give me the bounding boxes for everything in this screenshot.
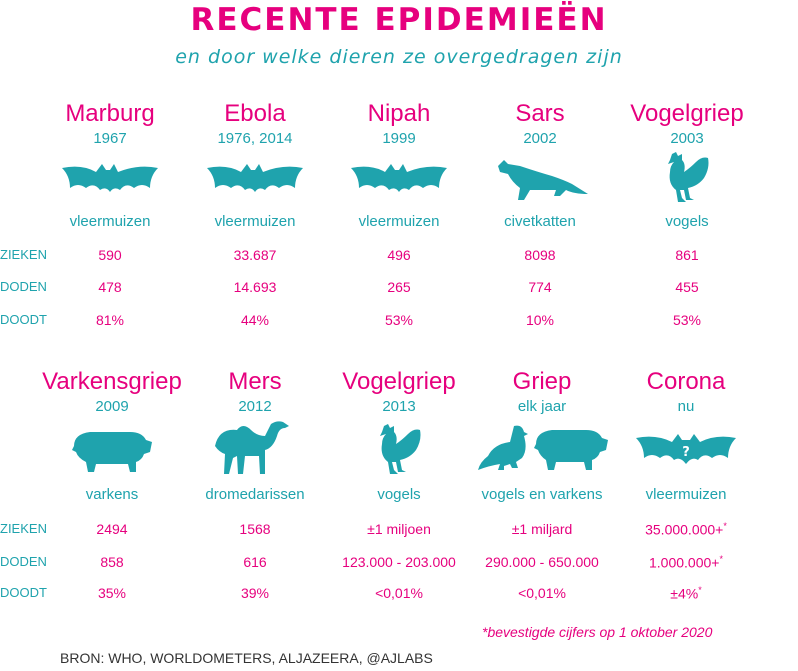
row-label-sick: ZIEKEN — [0, 247, 47, 262]
fatality-rate: <0,01% — [518, 585, 566, 601]
sick-count: 2494 — [96, 521, 128, 537]
civet-icon — [498, 160, 588, 200]
source-credit: BRON: WHO, WORLDOMETERS, ALJAZEERA, @AJL… — [60, 650, 433, 666]
death-count: 14.693 — [233, 279, 277, 295]
footnote-mark: * — [723, 521, 727, 531]
epidemic-name: Nipah — [367, 100, 431, 127]
death-count: 478 — [98, 279, 122, 295]
epidemic-year: elk jaar — [517, 398, 567, 415]
sick-count: 33.687 — [233, 247, 277, 263]
epidemic-name: Vogelgriep — [630, 100, 744, 127]
epidemic-card: Sars 2002 civetkatten 8098 774 10% — [470, 100, 610, 328]
epidemic-year: 2012 — [238, 398, 272, 415]
sick-count: 590 — [98, 247, 122, 263]
death-count: 265 — [387, 279, 411, 295]
epidemic-name: Ebola — [224, 100, 286, 127]
epidemic-year: 2013 — [382, 398, 416, 415]
fatality-rate: 10% — [525, 312, 555, 328]
fatality-rate: 39% — [240, 585, 270, 601]
epidemic-year: 1967 — [93, 130, 127, 147]
row-label-dead: DODEN — [0, 279, 47, 294]
fatality-rate: <0,01% — [375, 585, 423, 601]
host-animal: vogels — [665, 213, 709, 230]
bat-icon — [207, 164, 303, 192]
epidemic-name: Mers — [228, 368, 282, 395]
sick-count: 8098 — [524, 247, 556, 263]
row-label-dead: DODEN — [0, 554, 47, 569]
death-count: 290.000 - 650.000 — [485, 554, 599, 570]
fatality-rate: ±4%* — [616, 585, 756, 602]
row-label-fatality: DOODT — [0, 585, 47, 600]
epidemic-year: 1976, 2014 — [217, 130, 293, 147]
bat-icon — [62, 164, 158, 192]
bat-icon — [351, 164, 447, 192]
death-value: 1.000.000+ — [649, 554, 720, 571]
epidemic-year: 2003 — [670, 130, 704, 147]
epidemic-name: Corona — [646, 368, 726, 395]
epidemic-name: Varkensgriep — [42, 368, 182, 395]
epidemic-year: 1999 — [382, 130, 416, 147]
host-animal: vogels — [377, 486, 421, 503]
footnote: *bevestigde cijfers op 1 oktober 2020 — [482, 624, 713, 640]
epidemic-name: Sars — [515, 100, 565, 127]
host-animal: vleermuizen — [69, 213, 151, 230]
footnote-mark: * — [698, 585, 702, 595]
death-count: 1.000.000+* — [616, 554, 756, 571]
epidemic-card: Corona nu ? vleermuizen 35.000.000+* 1.0… — [616, 368, 756, 602]
epidemic-card: Vogelgriep 2013 vogels ±1 miljoen 123.00… — [329, 368, 469, 601]
pig-icon — [72, 432, 152, 472]
host-animal: vleermuizen — [358, 213, 440, 230]
sick-count: ±1 miljoen — [367, 521, 431, 537]
death-count: 123.000 - 203.000 — [342, 554, 456, 570]
fatality-value: ±4% — [670, 585, 699, 602]
death-count: 774 — [528, 279, 552, 295]
host-animal: vleermuizen — [214, 213, 296, 230]
host-animal: varkens — [85, 486, 139, 503]
rooster-icon — [380, 424, 421, 474]
epidemic-card: Mers 2012 dromedarissen 1568 616 39% — [185, 368, 325, 601]
sick-value: 35.000.000+ — [645, 521, 724, 538]
fatality-rate: 53% — [384, 312, 414, 328]
epidemic-card: Vogelgriep 2003 vogels 861 455 53% — [617, 100, 757, 328]
svg-text:?: ? — [682, 445, 690, 460]
epidemic-card: Marburg 1967 vleermuizen 590 478 81% — [40, 100, 180, 328]
pigeon-and-pig-icon — [478, 425, 608, 470]
death-count: 455 — [675, 279, 699, 295]
camel-icon — [215, 421, 289, 474]
page-subtitle: en door welke dieren ze overgedragen zij… — [175, 46, 623, 68]
epidemic-row-2: ZIEKEN DODEN DOODT Varkensgriep 2009 var… — [0, 368, 798, 628]
footnote-mark: * — [719, 554, 723, 564]
epidemic-name: Marburg — [65, 100, 155, 127]
fatality-rate: 81% — [95, 312, 125, 328]
epidemic-row-1: ZIEKEN DODEN DOODT Marburg 1967 vleermui… — [0, 100, 798, 360]
epidemic-name: Vogelgriep — [342, 368, 456, 395]
fatality-rate: 44% — [240, 312, 270, 328]
rooster-icon — [668, 152, 709, 202]
row-label-sick: ZIEKEN — [0, 521, 47, 536]
row-label-fatality: DOODT — [0, 312, 47, 327]
epidemic-year: 2002 — [523, 130, 557, 147]
death-count: 858 — [100, 554, 124, 570]
sick-count: 861 — [675, 247, 699, 263]
epidemic-name: Griep — [512, 368, 572, 395]
bat-question-icon: ? — [636, 434, 736, 464]
epidemic-card: Nipah 1999 vleermuizen 496 265 53% — [329, 100, 469, 328]
epidemic-year: nu — [677, 398, 695, 415]
page-title: RECENTE EPIDEMIEËN — [190, 2, 608, 38]
sick-count: 496 — [387, 247, 411, 263]
sick-count: ±1 miljard — [511, 521, 573, 537]
host-animal: vleermuizen — [645, 486, 727, 503]
sick-count: 1568 — [239, 521, 271, 537]
sick-count: 35.000.000+* — [616, 521, 756, 538]
epidemic-card: Griep elk jaar vogels en varkens ±1 milj… — [472, 368, 612, 601]
epidemic-year: 2009 — [95, 398, 129, 415]
fatality-rate: 53% — [672, 312, 702, 328]
host-animal: vogels en varkens — [481, 486, 603, 503]
fatality-rate: 35% — [97, 585, 127, 601]
host-animal: dromedarissen — [205, 486, 305, 503]
host-animal: civetkatten — [504, 213, 576, 230]
epidemic-card: Ebola 1976, 2014 vleermuizen 33.687 14.6… — [185, 100, 325, 328]
death-count: 616 — [243, 554, 267, 570]
epidemic-card: Varkensgriep 2009 varkens 2494 858 35% — [42, 368, 182, 601]
